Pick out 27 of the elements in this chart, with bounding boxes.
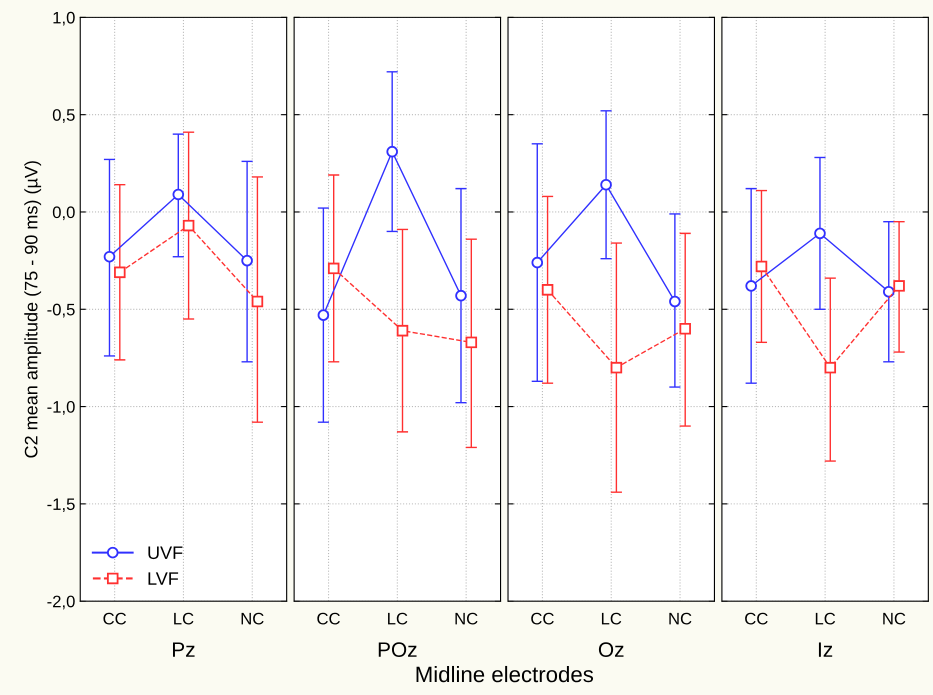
x-tick-label: LC bbox=[388, 612, 408, 625]
y-axis-title: C2 mean amplitude (75 - 90 ms) (µV) bbox=[24, 161, 42, 458]
x-tick-label: LC bbox=[174, 612, 194, 625]
x-tick-label: LC bbox=[816, 612, 836, 625]
x-tick-label: CC bbox=[745, 612, 768, 625]
x-axis-title: Oz bbox=[598, 642, 624, 658]
y-tick-label: -1,0 bbox=[47, 400, 75, 415]
legend-label: UVF bbox=[148, 546, 182, 560]
x-tick-label: CC bbox=[103, 612, 126, 625]
y-tick-label: -2,0 bbox=[47, 596, 75, 610]
x-tick-label: CC bbox=[531, 612, 554, 625]
text: Midline electrodes bbox=[416, 666, 594, 682]
x-axis-title: Iz bbox=[818, 642, 832, 657]
x-tick-label: NC bbox=[455, 612, 478, 625]
legend-label: LVF bbox=[148, 572, 178, 585]
y-tick-label: -1,5 bbox=[47, 498, 75, 512]
x-tick-label: NC bbox=[669, 612, 692, 625]
y-tick-label: -0,5 bbox=[47, 304, 75, 318]
x-tick-label: LC bbox=[602, 612, 622, 625]
y-tick-label: 1,0 bbox=[53, 12, 75, 26]
x-axis-title: Pz bbox=[173, 642, 195, 657]
x-tick-label: CC bbox=[317, 612, 340, 625]
y-tick-label: 0,0 bbox=[52, 206, 75, 220]
y-tick-label: 0,5 bbox=[52, 109, 75, 123]
x-tick-label: NC bbox=[883, 612, 906, 625]
x-axis-title: POz bbox=[378, 642, 417, 658]
x-tick-label: NC bbox=[242, 612, 264, 625]
